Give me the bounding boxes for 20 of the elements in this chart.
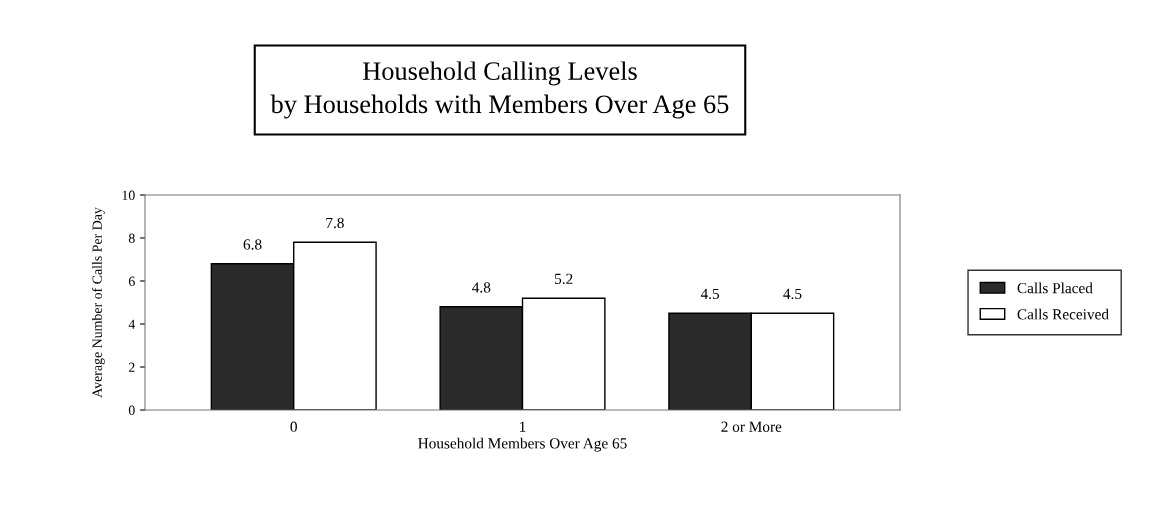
x-axis-title: Household Members Over Age 65: [418, 437, 627, 452]
x-tick-label: 0: [290, 421, 297, 432]
x-tick-label: 2 or More: [721, 421, 782, 432]
data-label: 7.8: [326, 217, 344, 229]
data-label: 6.8: [243, 239, 262, 250]
legend-label: Calls Placed: [1017, 282, 1093, 294]
y-tick-label: 8: [128, 233, 135, 243]
chart-title: Household Calling Levels by Households with Members Over Age 65: [270, 61, 729, 119]
data-label: 4.5: [700, 288, 720, 300]
y-tick-label: 2: [128, 362, 135, 372]
data-label: 4.5: [783, 288, 802, 300]
data-label: 5.2: [555, 273, 573, 285]
y-axis-title: Average Number of Calls Per Day: [91, 207, 105, 398]
x-tick-label: 1: [520, 421, 526, 432]
y-tick-label: 0: [128, 405, 135, 415]
data-label: 4.8: [472, 282, 491, 293]
y-tick-label: 4: [128, 319, 136, 329]
legend-label: Calls Received: [1017, 308, 1109, 320]
y-tick-label: 6: [128, 276, 135, 286]
y-tick-label: 10: [122, 190, 135, 200]
